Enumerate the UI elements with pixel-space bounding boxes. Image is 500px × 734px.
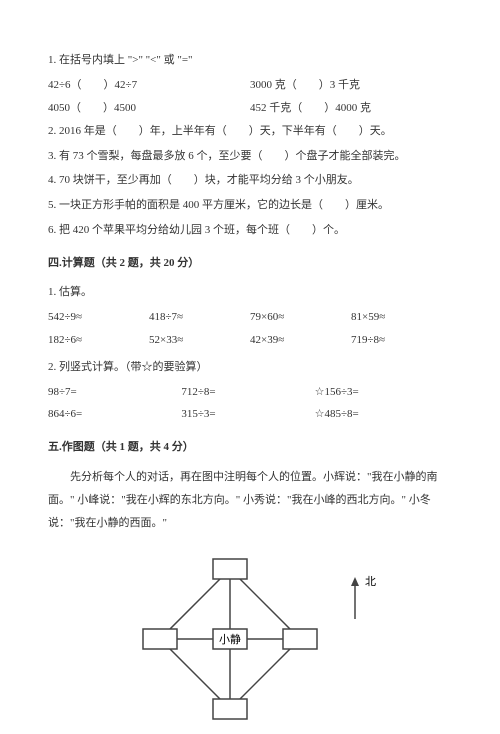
s4-r4a: 864÷6= [48, 404, 181, 425]
s4-r4b: 315÷3= [181, 404, 314, 425]
s4-r4c: ☆485÷8= [315, 404, 448, 425]
s4-r3b: 712÷8= [181, 382, 314, 403]
s4-r1c: 79×60≈ [250, 307, 351, 328]
q4: 4. 70 块饼干，至少再加（ ）块，才能平均分给 3 个小朋友。 [48, 170, 452, 191]
q5: 5. 一块正方形手帕的面积是 400 平方厘米，它的边长是（ ）厘米。 [48, 195, 452, 216]
q1-row2: 4050（ ）4500 452 千克（ ）4000 克 [48, 98, 452, 119]
q2: 2. 2016 年是（ ）年，上半年有（ ）天，下半年有（ ）天。 [48, 121, 452, 142]
section4-title: 四.计算题（共 2 题，共 20 分） [48, 253, 452, 274]
s4-q1: 1. 估算。 [48, 282, 452, 303]
s4-r2c: 42×39≈ [250, 330, 351, 351]
s4-r1d: 81×59≈ [351, 307, 452, 328]
s4-r3a: 98÷7= [48, 382, 181, 403]
q1-r1b: 3000 克（ ）3 千克 [250, 75, 452, 96]
s4-r2b: 52×33≈ [149, 330, 250, 351]
position-diagram: 小静 北 [90, 544, 410, 734]
s4-r3c: ☆156÷3= [315, 382, 448, 403]
s4-q2: 2. 列竖式计算。（带☆的要验算） [48, 357, 452, 378]
svg-text:北: 北 [365, 575, 376, 588]
section5-title: 五.作图题（共 1 题，共 4 分） [48, 437, 452, 458]
s4-row3: 98÷7= 712÷8= ☆156÷3= [48, 382, 452, 403]
q1-r1a: 42÷6（ ）42÷7 [48, 75, 250, 96]
s4-r2d: 719÷8≈ [351, 330, 452, 351]
s4-row1: 542÷9≈ 418÷7≈ 79×60≈ 81×59≈ [48, 307, 452, 328]
q3: 3. 有 73 个雪梨，每盘最多放 6 个，至少要（ ）个盘子才能全部装完。 [48, 146, 452, 167]
q6: 6. 把 420 个苹果平均分给幼儿园 3 个班，每个班（ ）个。 [48, 220, 452, 241]
q1-r2a: 4050（ ）4500 [48, 98, 250, 119]
s5-paragraph: 先分析每个人的对话，再在图中注明每个人的位置。小辉说："我在小静的南面。" 小峰… [48, 466, 452, 535]
s4-r1b: 418÷7≈ [149, 307, 250, 328]
s4-row2: 182÷6≈ 52×33≈ 42×39≈ 719÷8≈ [48, 330, 452, 351]
s4-row4: 864÷6= 315÷3= ☆485÷8= [48, 404, 452, 425]
q1-row1: 42÷6（ ）42÷7 3000 克（ ）3 千克 [48, 75, 452, 96]
s4-r1a: 542÷9≈ [48, 307, 149, 328]
svg-text:小静: 小静 [219, 632, 241, 646]
q1-r2b: 452 千克（ ）4000 克 [250, 98, 452, 119]
s4-r2a: 182÷6≈ [48, 330, 149, 351]
q1-title: 1. 在括号内填上 ">" "<" 或 "=" [48, 50, 452, 71]
